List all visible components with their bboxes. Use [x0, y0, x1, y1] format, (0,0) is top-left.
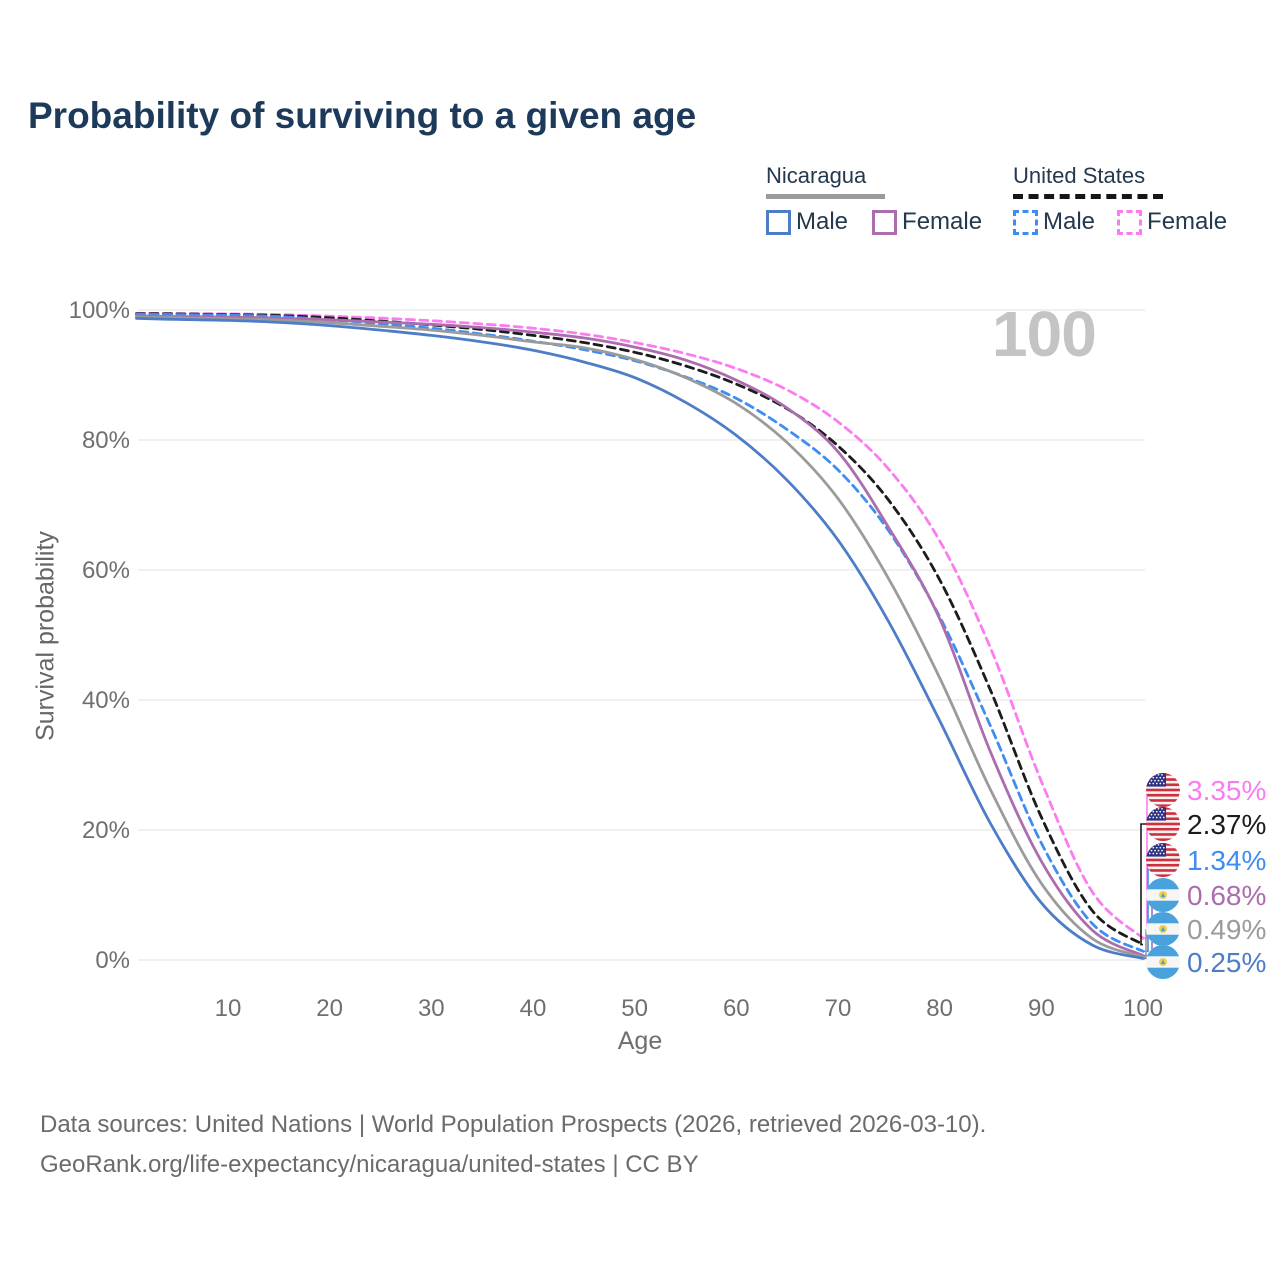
end-label-value: 3.35%	[1187, 775, 1266, 806]
x-tick-label: 30	[418, 995, 445, 1022]
legend-item-label: Male	[1043, 208, 1096, 235]
series-line-united-states-both-sexes	[135, 312, 1145, 946]
legend-item-nicaragua-male[interactable]: Male	[766, 208, 848, 236]
legend-country-nicaragua[interactable]: Nicaragua	[766, 163, 982, 199]
x-axis-title: Age	[618, 1027, 662, 1055]
x-tick-label: 40	[520, 995, 547, 1022]
series-line-united-states-female	[135, 311, 1145, 940]
x-tick-label: 100	[1123, 995, 1163, 1022]
x-tick-label: 50	[621, 995, 648, 1022]
x-tick-label: 20	[316, 995, 343, 1022]
legend-country-united-states[interactable]: United States	[1013, 163, 1227, 199]
legend-country-label: Nicaragua	[766, 163, 867, 188]
legend-group-united-states: United States Male Female	[1013, 163, 1227, 236]
end-label-value: 2.37%	[1187, 809, 1266, 840]
end-label-connector	[1140, 823, 1146, 946]
end-label-value: 1.34%	[1187, 845, 1266, 876]
y-tick-label: 60%	[82, 557, 130, 584]
united-states-female-swatch-icon	[1117, 209, 1143, 235]
x-tick-label: 60	[723, 995, 750, 1022]
y-tick-label: 20%	[82, 817, 130, 844]
legend-group-nicaragua: Nicaragua Male Female	[766, 163, 982, 236]
flag-us-icon	[1146, 843, 1180, 877]
series-line-united-states-male	[135, 312, 1145, 953]
y-tick-label: 0%	[95, 947, 130, 974]
end-label-value: 0.68%	[1187, 880, 1266, 911]
series-line-nicaragua-both-sexes	[135, 315, 1145, 959]
legend-item-nicaragua-female[interactable]: Female	[848, 208, 982, 236]
x-tick-label: 70	[825, 995, 852, 1022]
nicaragua-solid-line-swatch-icon	[766, 194, 885, 199]
series-line-nicaragua-female	[135, 314, 1145, 957]
flag-nicaragua-icon	[1146, 912, 1180, 946]
flag-us-icon	[1146, 773, 1180, 807]
flag-nicaragua-icon	[1146, 945, 1180, 979]
page-title: Probability of surviving to a given age	[28, 95, 697, 136]
data-sources-line: Data sources: United Nations | World Pop…	[40, 1111, 987, 1138]
legend-item-label: Female	[1147, 208, 1228, 235]
legend-item-label: Male	[796, 208, 849, 235]
flag-us-icon	[1146, 807, 1180, 841]
end-label-value: 0.25%	[1187, 947, 1266, 978]
x-tick-label: 90	[1028, 995, 1055, 1022]
source-url-line: GeoRank.org/life-expectancy/nicaragua/un…	[40, 1151, 699, 1178]
y-tick-label: 40%	[82, 687, 130, 714]
united-states-dashed-line-swatch-icon	[1013, 194, 1163, 199]
y-tick-label: 100%	[69, 297, 130, 324]
end-label-connector	[1143, 789, 1148, 939]
footer-attribution: Data sources: United Nations | World Pop…	[40, 1105, 986, 1185]
end-label-connector	[1143, 929, 1147, 958]
nicaragua-male-swatch-icon	[766, 209, 791, 235]
legend-item-united-states-female[interactable]: Female	[1095, 208, 1227, 236]
x-tick-label: 10	[215, 995, 242, 1022]
nicaragua-female-swatch-icon	[872, 209, 898, 235]
legend-item-label: Female	[902, 208, 983, 235]
flag-nicaragua-icon	[1146, 878, 1180, 912]
x-tick-label: 80	[926, 995, 953, 1022]
y-tick-label: 80%	[82, 427, 130, 454]
united-states-male-swatch-icon	[1013, 209, 1038, 235]
end-label-value: 0.49%	[1187, 914, 1266, 945]
legend-item-united-states-male[interactable]: Male	[1013, 208, 1095, 236]
legend-country-label: United States	[1013, 163, 1146, 188]
series-line-nicaragua-male	[135, 317, 1145, 960]
